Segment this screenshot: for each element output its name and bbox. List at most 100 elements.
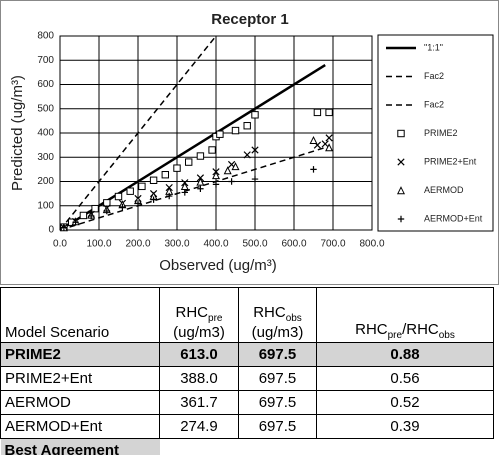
table-cell: 361.7 [159, 390, 239, 415]
point [72, 219, 79, 226]
x-tick-label: 500.0 [242, 239, 267, 250]
point [309, 135, 318, 144]
point [231, 162, 240, 171]
table-cell: 0.39 [316, 414, 494, 439]
point [243, 122, 251, 130]
legend-swatch [397, 215, 405, 223]
point [119, 203, 126, 211]
point [149, 176, 158, 184]
legend-swatch [397, 129, 405, 138]
point [251, 111, 259, 119]
point [223, 166, 232, 175]
point [181, 189, 188, 196]
point [88, 212, 95, 220]
y-axis-label: Predicted (ug/m³) [9, 75, 26, 191]
x-tick-label: 400.0 [203, 239, 228, 250]
header-cell: Model Scenario [0, 287, 160, 343]
table-cell: 0.52 [316, 390, 494, 415]
header-sub: obs [285, 313, 302, 324]
table-cell: 697.5 [238, 414, 317, 439]
legend-label: Fac2 [424, 71, 444, 81]
x-tick-label: 0.0 [53, 239, 67, 250]
point [211, 171, 221, 180]
point [325, 143, 334, 152]
header-cell: RHCobs (ug/m3) [238, 287, 317, 343]
table-cell: AERMOD [0, 390, 160, 415]
point [91, 204, 99, 213]
point [173, 164, 181, 172]
point [161, 171, 170, 179]
y-tick-label: 300 [37, 152, 54, 163]
table-cell: AERMOD+Ent [0, 414, 160, 439]
header-text: /RHC [402, 321, 439, 338]
y-tick-label: 400 [37, 128, 54, 139]
point [231, 126, 240, 135]
point [196, 152, 205, 160]
y-tick-label: 0 [48, 225, 54, 236]
point [228, 178, 235, 185]
point [251, 175, 259, 183]
point [150, 196, 157, 203]
point [208, 146, 216, 154]
results-table: Model Scenario RHCpre (ug/m3) RHCobs (ug/m… [0, 287, 494, 455]
point [114, 192, 123, 201]
table-row: PRIME2 613.0 697.5 0.88 [0, 342, 494, 367]
legend-swatch [397, 158, 405, 166]
table-cell: PRIME2 [0, 342, 160, 367]
table-cell: 0.88 [316, 342, 494, 367]
table-cell: 388.0 [159, 366, 239, 391]
point [166, 192, 173, 200]
series-line [59, 35, 217, 231]
legend-label: PRIME2 [424, 128, 458, 138]
table-row: AERMOD 361.7 697.5 0.52 [0, 390, 494, 415]
header-cell: RHCpre/RHCobs [316, 287, 494, 343]
point [251, 146, 259, 154]
point [310, 166, 317, 173]
table-cell: PRIME2+Ent [0, 366, 160, 391]
x-axis-label: Observed (ug/m³) [159, 257, 277, 274]
header-cell: RHCpre (ug/m3) [159, 287, 239, 343]
header-text: RHC [355, 321, 388, 338]
legend-label: PRIME2+Ent [424, 156, 477, 166]
point [216, 130, 224, 138]
table-cell: 697.5 [238, 342, 317, 367]
point [321, 140, 329, 148]
series-line [59, 146, 326, 231]
footer-cell: Best Agreement [0, 438, 160, 455]
legend-swatch [396, 186, 406, 195]
legend-label: AERMOD [424, 185, 464, 195]
y-tick-label: 800 [37, 31, 54, 42]
point [243, 151, 251, 159]
table-cell: 697.5 [238, 366, 317, 391]
header-unit: (ug/m3) [251, 324, 304, 341]
x-tick-label: 600.0 [281, 239, 306, 250]
y-tick-label: 700 [37, 55, 54, 66]
point [212, 181, 220, 188]
y-tick-label: 600 [37, 79, 54, 90]
point [79, 211, 88, 220]
point [185, 158, 193, 166]
point [60, 224, 68, 231]
header-text: RHC [253, 304, 286, 321]
x-tick-label: 300.0 [164, 239, 189, 250]
point [196, 177, 205, 186]
x-tick-label: 100.0 [86, 239, 111, 250]
table-row: PRIME2+Ent 388.0 697.5 0.56 [0, 366, 494, 391]
point [134, 200, 142, 207]
point [138, 182, 146, 191]
point [313, 108, 322, 117]
point [325, 108, 333, 117]
table-cell: 613.0 [159, 342, 239, 367]
x-tick-label: 200.0 [125, 239, 150, 250]
header-sub: pre [387, 330, 403, 341]
legend-box [377, 34, 494, 232]
chart-title: Receptor 1 [211, 11, 289, 28]
legend-label: AERMOD+Ent [424, 213, 483, 223]
header-text: RHC [175, 304, 209, 321]
header-unit: (ug/m3) [173, 324, 225, 341]
table-cell: 0.56 [316, 366, 494, 391]
y-tick-label: 500 [37, 103, 54, 114]
footer-row: Best Agreement [0, 438, 494, 455]
y-tick-label: 100 [37, 200, 54, 211]
